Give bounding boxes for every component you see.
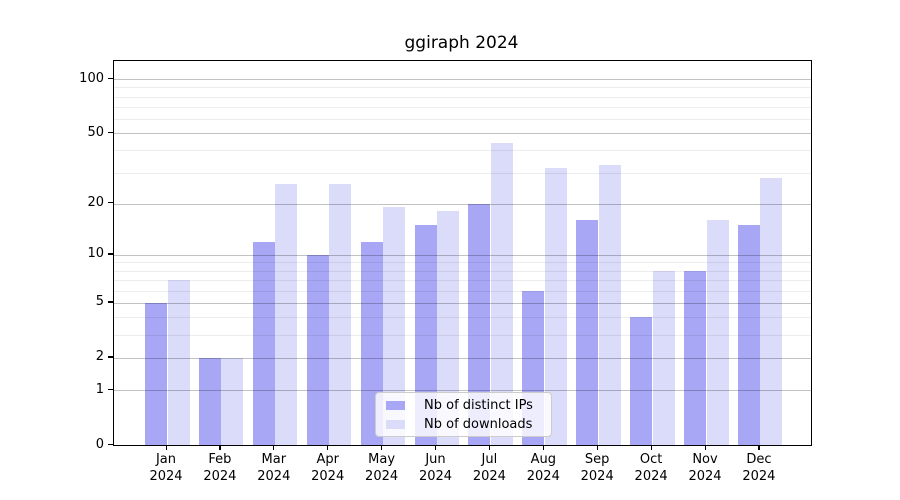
gridline-minor-3 bbox=[114, 335, 811, 337]
bar-ips-feb bbox=[198, 357, 221, 445]
legend: Nb of distinct IPs Nb of downloads bbox=[375, 392, 552, 437]
bar-ips-sep bbox=[576, 220, 599, 445]
x-tick-jun bbox=[435, 445, 437, 450]
x-tick-label-jun: Jun 2024 bbox=[418, 452, 453, 484]
bar-ips-mar bbox=[252, 241, 275, 445]
gridline-minor-4 bbox=[114, 317, 811, 319]
x-tick-sep bbox=[596, 445, 598, 450]
x-tick-label-oct: Oct 2024 bbox=[634, 452, 668, 484]
y-tick-2 bbox=[108, 356, 113, 358]
bar-downloads-aug bbox=[544, 167, 567, 445]
x-tick-may bbox=[381, 445, 383, 450]
x-tick-apr bbox=[327, 445, 329, 450]
gridline-major-2 bbox=[114, 357, 811, 359]
bar-ips-apr bbox=[306, 254, 329, 445]
y-tick-label-2: 2 bbox=[95, 349, 104, 365]
chart-title: ggiraph 2024 bbox=[404, 33, 519, 53]
x-tick-label-dec: Dec 2024 bbox=[742, 452, 776, 484]
y-tick-label-50: 50 bbox=[87, 124, 104, 140]
legend-entry-distinct-ips: Nb of distinct IPs bbox=[386, 397, 543, 413]
bar-downloads-sep bbox=[598, 165, 621, 445]
y-tick-0 bbox=[108, 443, 113, 445]
x-tick-label-jul: Jul 2024 bbox=[472, 452, 506, 484]
x-tick-label-mar: Mar 2024 bbox=[257, 452, 291, 484]
x-tick-nov bbox=[704, 445, 706, 450]
bar-downloads-jan bbox=[167, 280, 190, 445]
x-tick-label-apr: Apr 2024 bbox=[311, 452, 345, 484]
y-tick-50 bbox=[108, 131, 113, 133]
x-tick-jul bbox=[488, 445, 491, 450]
x-tick-aug bbox=[542, 445, 544, 450]
legend-entry-downloads: Nb of downloads bbox=[386, 416, 543, 432]
bar-downloads-dec bbox=[760, 177, 783, 445]
gridline-minor-70 bbox=[114, 106, 811, 108]
x-tick-label-aug: Aug 2024 bbox=[526, 452, 560, 484]
x-tick-oct bbox=[650, 445, 652, 450]
bar-ips-jul bbox=[468, 203, 491, 445]
bar-downloads-mar bbox=[275, 183, 298, 445]
bar-ips-oct bbox=[630, 317, 653, 445]
bar-downloads-jul bbox=[490, 143, 513, 445]
x-tick-feb bbox=[219, 445, 221, 450]
gridline-minor-30 bbox=[114, 172, 811, 174]
gridline-major-50 bbox=[114, 133, 811, 135]
bar-ips-jun bbox=[414, 225, 437, 445]
y-tick-5 bbox=[108, 301, 113, 303]
gridline-minor-90 bbox=[114, 87, 811, 89]
gridline-minor-9 bbox=[114, 262, 811, 264]
bar-downloads-may bbox=[383, 207, 406, 445]
bar-downloads-nov bbox=[706, 220, 729, 445]
gridline-minor-60 bbox=[114, 118, 811, 120]
plot-area bbox=[113, 60, 812, 446]
y-tick-label-100: 100 bbox=[79, 70, 104, 86]
y-tick-label-1: 1 bbox=[95, 381, 104, 397]
x-tick-mar bbox=[273, 445, 275, 450]
x-tick-jan bbox=[165, 445, 167, 450]
gridline-minor-80 bbox=[114, 96, 811, 98]
legend-swatch-downloads bbox=[386, 419, 405, 429]
legend-swatch-distinct-ips bbox=[386, 400, 405, 410]
y-tick-label-5: 5 bbox=[95, 294, 104, 310]
x-tick-label-jan: Jan 2024 bbox=[149, 452, 183, 484]
x-tick-label-feb: Feb 2024 bbox=[203, 452, 237, 484]
bar-downloads-feb bbox=[221, 357, 244, 445]
bar-downloads-apr bbox=[329, 183, 352, 445]
gridline-major-20 bbox=[114, 203, 811, 205]
y-tick-100 bbox=[108, 77, 113, 79]
y-tick-label-20: 20 bbox=[87, 195, 104, 211]
y-tick-10 bbox=[108, 253, 113, 255]
gridline-minor-40 bbox=[114, 150, 811, 152]
y-tick-label-10: 10 bbox=[87, 246, 104, 262]
gridline-minor-7 bbox=[114, 280, 811, 282]
legend-label-downloads: Nb of downloads bbox=[424, 416, 533, 432]
x-tick-dec bbox=[758, 445, 760, 450]
y-tick-20 bbox=[108, 202, 113, 204]
gridline-minor-8 bbox=[114, 270, 811, 272]
x-tick-label-sep: Sep 2024 bbox=[580, 452, 614, 484]
y-tick-1 bbox=[108, 388, 113, 390]
y-tick-label-0: 0 bbox=[95, 436, 104, 452]
bar-downloads-jun bbox=[437, 211, 459, 445]
x-tick-label-nov: Nov 2024 bbox=[688, 452, 722, 484]
bar-ips-nov bbox=[684, 270, 706, 445]
legend-label-distinct-ips: Nb of distinct IPs bbox=[424, 397, 533, 413]
gridline-major-5 bbox=[114, 302, 811, 304]
bar-downloads-oct bbox=[652, 270, 675, 445]
gridline-minor-6 bbox=[114, 290, 811, 292]
bar-ips-jan bbox=[145, 302, 167, 445]
gridline-major-1 bbox=[114, 390, 811, 392]
bar-ips-dec bbox=[737, 225, 760, 445]
gridline-major-100 bbox=[114, 79, 811, 80]
x-tick-label-may: May 2024 bbox=[365, 452, 399, 484]
gridline-major-10 bbox=[114, 254, 811, 256]
